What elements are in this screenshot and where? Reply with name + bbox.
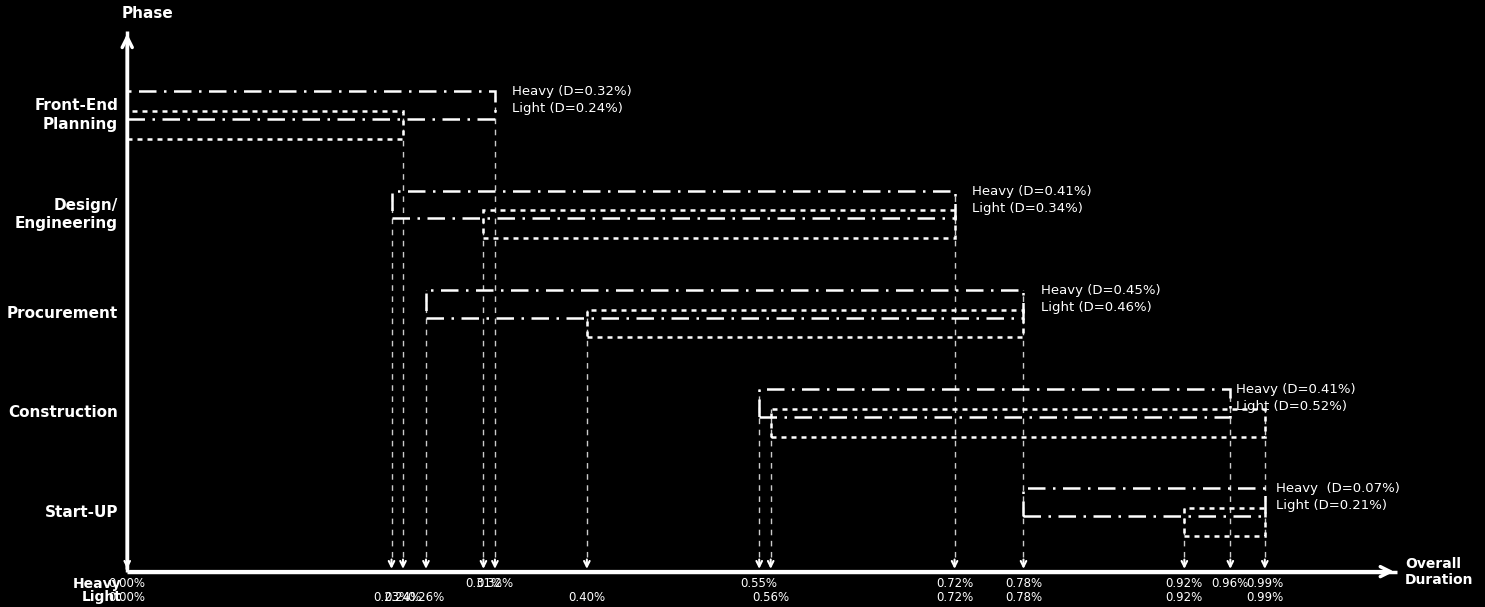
Text: 0.78%: 0.78% [1005,577,1042,590]
Text: Construction: Construction [7,405,117,421]
Text: 0.24%: 0.24% [385,591,422,604]
Text: 0.99%: 0.99% [1246,577,1283,590]
Text: Front-End
Planning: Front-End Planning [34,98,117,132]
Text: Start-UP: Start-UP [45,504,117,520]
Text: 0.72%: 0.72% [936,577,973,590]
Text: Heavy (D=0.41%)
Light (D=0.34%): Heavy (D=0.41%) Light (D=0.34%) [971,185,1091,214]
Text: 0.00%: 0.00% [108,577,146,590]
Text: Heavy (D=0.45%)
Light (D=0.46%): Heavy (D=0.45%) Light (D=0.46%) [1041,283,1160,314]
Text: 0.78%: 0.78% [1005,591,1042,604]
Bar [759,389,1231,417]
Text: 0.40%: 0.40% [569,591,606,604]
Text: Phase: Phase [122,6,174,21]
Text: Heavy (D=0.32%)
Light (D=0.24%): Heavy (D=0.32%) Light (D=0.24%) [512,85,633,115]
Text: 0.96%: 0.96% [1212,577,1249,590]
Text: 0.92%: 0.92% [1166,577,1203,590]
Text: 0.92%: 0.92% [1166,591,1203,604]
Text: Heavy (D=0.41%)
Light (D=0.52%): Heavy (D=0.41%) Light (D=0.52%) [1236,383,1356,413]
Text: Heavy  (D=0.07%)
Light (D=0.21%): Heavy (D=0.07%) Light (D=0.21%) [1276,482,1400,512]
Text: 0.72%: 0.72% [936,591,973,604]
Bar [1023,488,1265,516]
Text: 0.23%: 0.23% [373,591,410,604]
Text: 0.56%: 0.56% [751,591,789,604]
Text: Light: Light [82,591,122,605]
Bar [128,111,402,139]
Bar [128,91,495,119]
Bar [484,211,955,238]
Text: 0.55%: 0.55% [741,577,778,590]
Text: 0.32%: 0.32% [477,577,514,590]
Text: 0.00%: 0.00% [108,591,146,604]
Bar [587,310,1023,337]
Bar [426,290,1023,317]
Text: 0.31%: 0.31% [465,577,502,590]
Bar [1185,508,1265,536]
Bar [392,191,955,219]
Text: Design/
Engineering: Design/ Engineering [15,198,117,231]
Text: Procurement: Procurement [7,306,117,321]
Text: 0.26%: 0.26% [407,591,444,604]
Text: Overall
Duration: Overall Duration [1405,557,1473,587]
Text: Heavy: Heavy [73,577,122,591]
Bar [771,409,1265,436]
Text: 0.99%: 0.99% [1246,591,1283,604]
